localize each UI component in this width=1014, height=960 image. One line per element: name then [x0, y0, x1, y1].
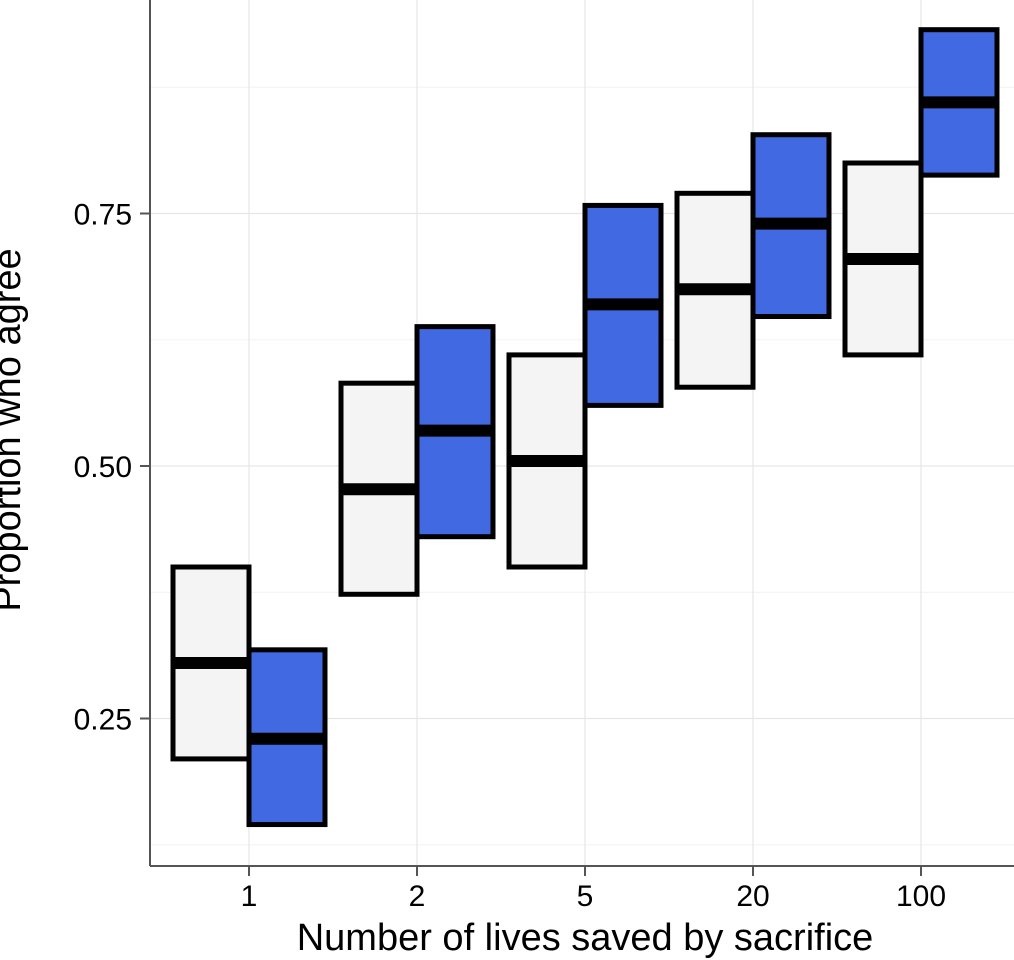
x-tick-label: 2	[409, 880, 426, 913]
x-tick-label: 1	[241, 880, 258, 913]
x-ticks: 1 2 5 20 100	[241, 866, 946, 913]
y-tick-label: 0.50	[74, 451, 132, 484]
x-tick-label: 5	[577, 880, 594, 913]
x-axis-title: Number of lives saved by sacrifice	[297, 917, 874, 959]
crossbar-marks	[170, 27, 1000, 828]
x-tick-label: 100	[896, 880, 946, 913]
y-tick-label: 0.75	[74, 199, 132, 232]
x-tick-label: 20	[736, 880, 769, 913]
y-ticks: 0.25 0.50 0.75	[74, 199, 150, 737]
y-tick-label: 0.25	[74, 704, 132, 737]
y-axis-title: Proportion who agree	[0, 248, 29, 611]
